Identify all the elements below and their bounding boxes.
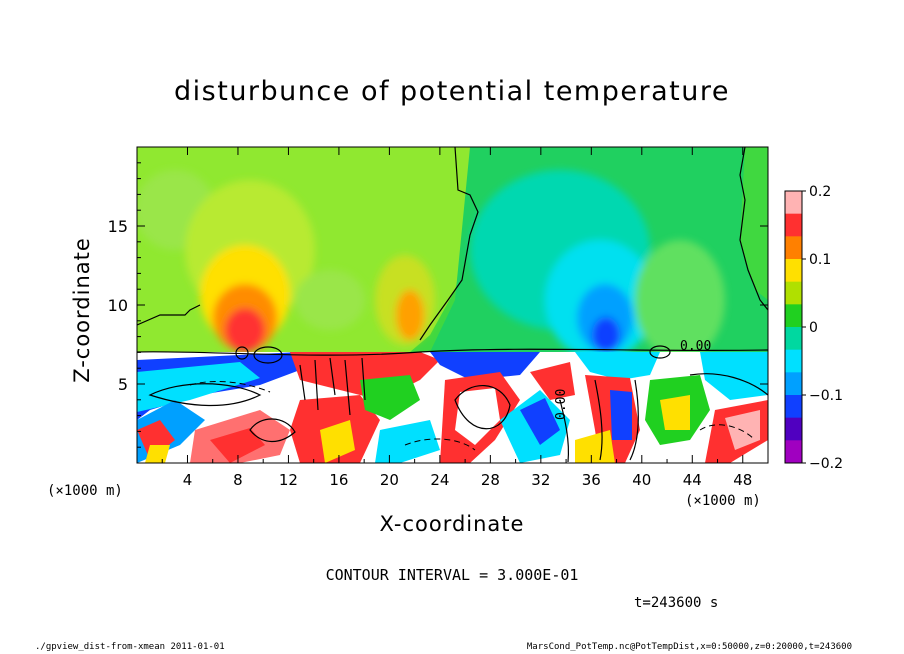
heatmap-field — [137, 147, 768, 463]
x-tick-label: 20 — [380, 471, 399, 489]
x-axis-label: X-coordinate — [379, 512, 525, 536]
colorbar-swatch — [785, 395, 802, 419]
x-tick-label: 36 — [582, 471, 601, 489]
x-tick-label: 24 — [430, 471, 449, 489]
chart-title: disturbunce of potential temperature — [174, 76, 730, 107]
contour-lines — [137, 147, 768, 463]
colorbar-label: −0.2 — [809, 456, 843, 472]
y-axis-label: Z-coordinate — [70, 237, 94, 383]
time-label: t=243600 s — [634, 595, 719, 611]
footer-right: MarsCond_PotTemp.nc@PotTempDist,x=0:5000… — [526, 642, 852, 652]
colorbar-label: 0.1 — [809, 252, 831, 268]
y-tick-label: 15 — [108, 217, 128, 236]
colorbar-swatch — [785, 417, 802, 441]
colorbar-swatch — [785, 213, 802, 237]
x-unit-left: (×1000 m) — [47, 483, 123, 499]
colorbar-swatch — [785, 236, 802, 260]
colorbar-label: 0.2 — [809, 184, 831, 200]
colorbar-swatch — [785, 327, 802, 351]
contour-interval: CONTOUR INTERVAL = 3.000E-01 — [325, 566, 579, 584]
colorbar-swatch — [785, 440, 802, 464]
y-tick-label: 5 — [118, 375, 128, 394]
x-tick-label: 28 — [481, 471, 500, 489]
x-tick-label: 8 — [233, 471, 243, 489]
x-unit-right: (×1000 m) — [685, 493, 761, 509]
colorbar-swatch — [785, 349, 802, 373]
y-axis: 5 10 15 — [108, 162, 768, 448]
x-tick-label: 4 — [183, 471, 193, 489]
contour-label-group: 0.00 0.00 — [554, 339, 711, 420]
x-tick-label: 44 — [683, 471, 702, 489]
colorbar-label: 0 — [809, 320, 818, 336]
colorbar-swatch — [785, 372, 802, 396]
y-tick-label: 10 — [108, 296, 128, 315]
x-tick-label: 40 — [632, 471, 651, 489]
x-axis: 4 8 12 16 20 24 28 32 36 40 44 48 — [161, 147, 752, 489]
x-tick-label: 48 — [733, 471, 752, 489]
colorbar-swatch — [785, 304, 802, 328]
colorbar-frame — [784, 190, 803, 464]
contour-label: 0.00 — [554, 389, 569, 420]
x-tick-label: 32 — [531, 471, 550, 489]
colorbar-swatch — [785, 259, 802, 283]
colorbar-swatch — [785, 281, 802, 305]
x-tick-label: 16 — [329, 471, 348, 489]
colorbar-swatch — [785, 191, 802, 215]
colorbar: 0.2 0.1 0 −0.1 −0.2 — [785, 184, 843, 472]
colorbar-label: −0.1 — [809, 388, 843, 404]
contour-label: 0.00 — [680, 339, 711, 354]
footer-left: ./gpview_dist-from-xmean 2011-01-01 — [35, 642, 225, 652]
x-tick-label: 12 — [279, 471, 298, 489]
